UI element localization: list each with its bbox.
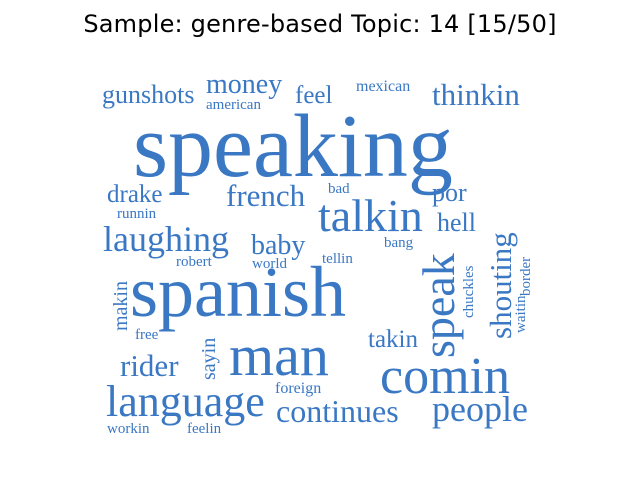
word-free: free — [135, 327, 159, 343]
word-feel: feel — [295, 82, 333, 109]
word-spanish: spanish — [130, 252, 346, 332]
word-bad: bad — [328, 181, 350, 197]
word-french: french — [226, 178, 306, 213]
word-waitin: waitin — [513, 295, 529, 333]
word-workin: workin — [107, 421, 150, 437]
word-thinkin: thinkin — [432, 77, 520, 112]
word-tellin: tellin — [322, 251, 353, 267]
word-mexican: mexican — [356, 78, 410, 95]
word-continues: continues — [276, 393, 399, 429]
word-makin: makin — [110, 281, 132, 331]
word-man: man — [229, 323, 329, 388]
word-drake: drake — [107, 181, 163, 208]
word-comin: comin — [380, 348, 510, 405]
word-por: por — [432, 178, 467, 207]
word-speaking: speaking — [133, 97, 453, 196]
figure-title: Sample: genre-based Topic: 14 [15/50] — [83, 10, 557, 38]
word-bang: bang — [384, 235, 414, 251]
word-border: border — [518, 257, 534, 296]
word-runnin: runnin — [117, 206, 157, 222]
word-laughing: laughing — [103, 219, 229, 259]
word-american: american — [206, 97, 261, 113]
word-money: money — [206, 69, 282, 100]
word-sayin: sayin — [198, 338, 220, 380]
word-chuckles: chuckles — [461, 265, 477, 318]
word-talkin: talkin — [318, 190, 423, 241]
word-robert: robert — [176, 254, 213, 270]
word-world: world — [252, 256, 287, 272]
word-hell: hell — [437, 208, 476, 237]
word-feelin: feelin — [187, 421, 222, 437]
word-language: language — [106, 377, 265, 426]
word-rider: rider — [120, 348, 179, 383]
word-gunshots: gunshots — [102, 80, 194, 109]
word-speak: speak — [413, 253, 464, 358]
word-foreign: foreign — [275, 380, 321, 397]
word-takin: takin — [368, 326, 418, 353]
word-shouting: shouting — [483, 232, 518, 339]
word-baby: baby — [251, 230, 305, 261]
word-people: people — [432, 389, 528, 429]
